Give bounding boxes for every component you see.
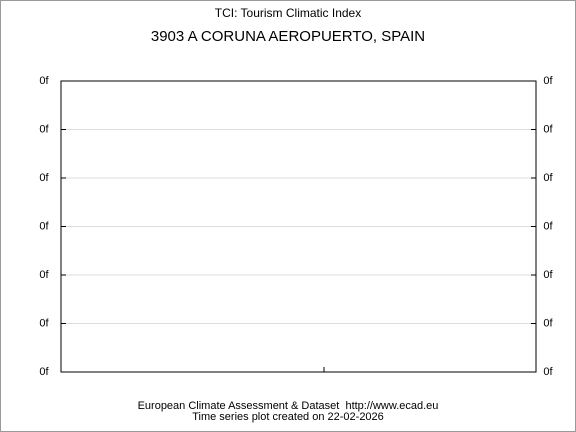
y2-tick-label: 0f — [543, 123, 553, 135]
y-tick-label: 0f — [39, 317, 49, 329]
y2-tick-label: 0f — [543, 269, 553, 281]
y2-tick-label: 0f — [543, 220, 553, 232]
y-tick-label: 0f — [39, 366, 49, 378]
y2-tick-label: 0f — [543, 317, 553, 329]
y-tick-label: 0f — [39, 220, 49, 232]
chart-subtitle: 3903 A CORUNA AEROPUERTO, SPAIN — [151, 28, 425, 45]
y-tick-label: 0f — [39, 75, 49, 87]
chart-title: TCI: Tourism Climatic Index — [215, 6, 361, 20]
y-tick-label: 0f — [39, 123, 49, 135]
y2-tick-label: 0f — [543, 366, 553, 378]
y-tick-label: 0f — [39, 269, 49, 281]
footer-date: Time series plot created on 22-02-2026 — [192, 411, 384, 423]
y-tick-label: 0f — [39, 172, 49, 184]
y2-tick-label: 0f — [543, 75, 553, 87]
plot-frame — [60, 80, 537, 373]
y2-tick-label: 0f — [543, 172, 553, 184]
footer-source: European Climate Assessment & Dataset ht… — [138, 400, 439, 412]
